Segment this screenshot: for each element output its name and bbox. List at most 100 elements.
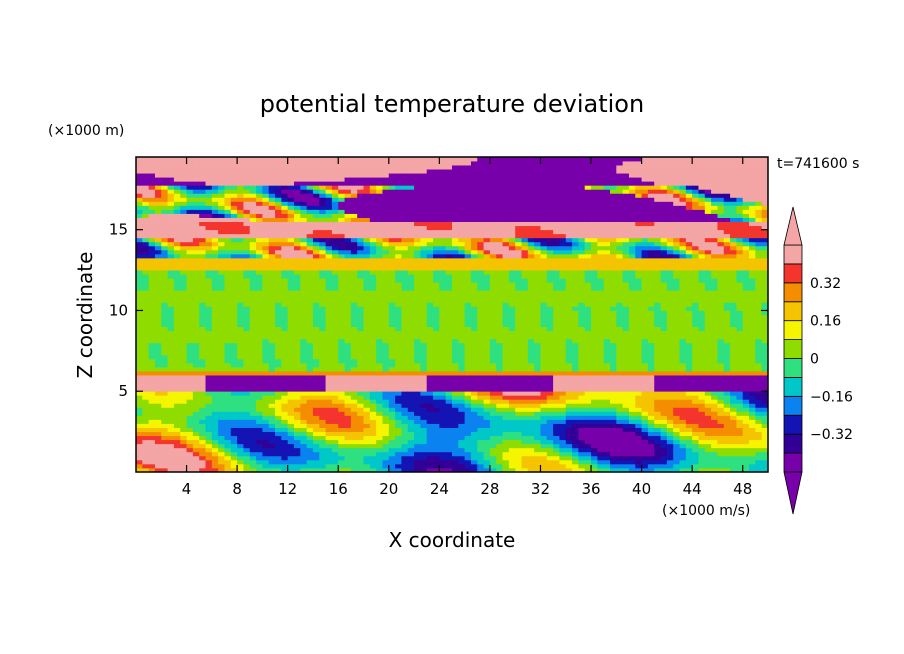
contour-cell: [167, 455, 175, 461]
contour-cell: [306, 395, 314, 400]
contour-cell: [477, 169, 484, 174]
contour-cell: [173, 447, 181, 453]
contour-cell: [154, 302, 162, 307]
contour-cell: [464, 274, 472, 279]
contour-cell: [281, 407, 289, 412]
contour-cell: [395, 257, 402, 263]
contour-cell: [376, 399, 383, 404]
contour-cell: [426, 233, 434, 239]
contour-cell: [237, 262, 244, 267]
contour-cell: [142, 362, 150, 368]
contour-cell: [388, 245, 396, 251]
contour-cell: [527, 451, 535, 457]
contour-cell: [256, 431, 263, 437]
contour-cell: [312, 197, 320, 202]
contour-cell: [376, 447, 383, 453]
contour-cell: [154, 306, 162, 311]
contour-cell: [452, 262, 459, 267]
contour-cell: [268, 455, 276, 461]
contour-cell: [350, 455, 358, 461]
contour-cell: [243, 237, 251, 243]
contour-cell: [300, 383, 308, 388]
contour-cell: [218, 205, 225, 210]
contour-cell: [344, 379, 352, 384]
contour-cell: [243, 463, 251, 469]
contour-cell: [154, 447, 162, 453]
contour-cell: [414, 262, 421, 267]
contour-cell: [401, 262, 409, 267]
contour-cell: [376, 383, 383, 388]
contour-cell: [306, 391, 314, 396]
contour-cell: [508, 411, 516, 416]
contour-cell: [496, 169, 503, 174]
contour-cell: [186, 302, 194, 307]
contour-cell: [508, 379, 516, 384]
contour-cell: [148, 367, 156, 372]
contour-cell: [458, 354, 466, 360]
contour-cell: [230, 427, 238, 433]
contour-cell: [470, 399, 478, 404]
contour-cell: [515, 177, 522, 182]
contour-cell: [338, 209, 345, 214]
contour-cell: [357, 367, 364, 372]
contour-cell: [445, 459, 453, 465]
contour-cell: [180, 241, 187, 247]
contour-cell: [192, 395, 200, 400]
contour-cell: [230, 326, 238, 332]
contour-cell: [363, 346, 371, 352]
contour-cell: [388, 225, 396, 231]
contour-cell: [154, 290, 162, 295]
contour-cell: [464, 241, 472, 247]
contour-cell: [401, 266, 409, 271]
contour-cell: [477, 177, 484, 182]
contour-cell: [496, 213, 503, 218]
contour-cell: [268, 443, 276, 449]
contour-cell: [161, 427, 168, 433]
contour-cell: [388, 177, 396, 182]
contour-cell: [401, 379, 409, 384]
contour-cell: [211, 459, 219, 465]
contour-cell: [275, 217, 282, 223]
contour-cell: [382, 447, 390, 453]
contour-cell: [300, 229, 308, 235]
contour-cell: [458, 229, 466, 235]
contour-cell: [306, 455, 314, 461]
contour-cell: [211, 439, 219, 445]
contour-cell: [477, 314, 484, 319]
contour-cell: [388, 395, 396, 400]
contour-cell: [470, 253, 478, 259]
contour-cell: [173, 435, 181, 441]
contour-cell: [306, 270, 314, 275]
contour-cell: [148, 245, 156, 251]
contour-cell: [502, 165, 510, 170]
contour-cell: [268, 354, 276, 360]
contour-cell: [294, 411, 301, 416]
contour-cell: [439, 205, 447, 210]
contour-cell: [281, 358, 289, 364]
contour-cell: [439, 209, 447, 214]
contour-cell: [344, 310, 352, 315]
contour-cell: [249, 161, 257, 166]
contour-cell: [218, 217, 225, 223]
contour-cell: [534, 338, 541, 344]
contour-cell: [148, 233, 156, 239]
contour-cell: [439, 358, 447, 364]
contour-cell: [382, 451, 390, 457]
contour-cell: [508, 286, 516, 291]
contour-cell: [287, 225, 295, 231]
contour-cell: [395, 346, 402, 352]
contour-cell: [477, 407, 484, 412]
contour-cell: [256, 463, 263, 469]
contour-cell: [338, 435, 345, 441]
contour-cell: [489, 278, 497, 283]
contour-cell: [199, 375, 206, 380]
contour-cell: [527, 455, 535, 461]
contour-cell: [445, 282, 453, 287]
contour-cell: [483, 181, 491, 186]
contour-cell: [433, 447, 440, 453]
contour-cell: [186, 383, 194, 388]
contour-cell: [369, 205, 377, 210]
contour-cell: [470, 350, 478, 356]
contour-cell: [350, 290, 358, 295]
contour-cell: [376, 443, 383, 449]
